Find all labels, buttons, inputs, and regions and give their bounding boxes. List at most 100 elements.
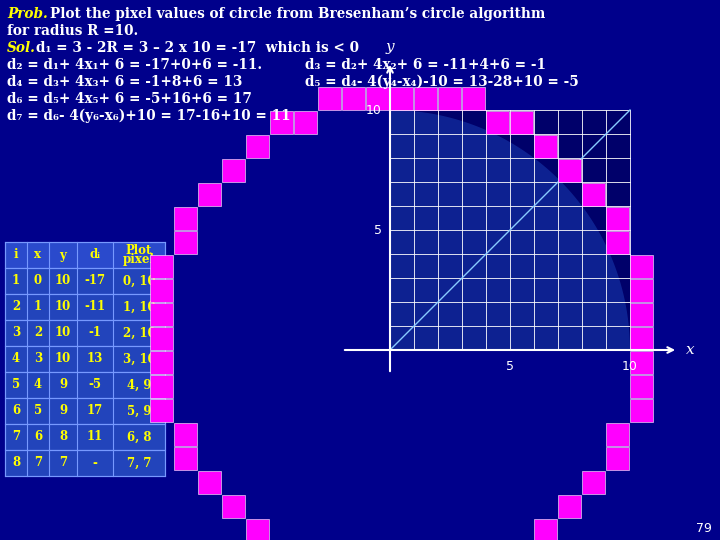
Text: d₅ = d₄- 4(y₄-x₄)-10 = 13-28+10 = -5: d₅ = d₄- 4(y₄-x₄)-10 = 13-28+10 = -5 (305, 75, 579, 90)
Text: 2: 2 (34, 327, 42, 340)
Text: y: y (60, 248, 66, 261)
Text: pixel: pixel (123, 253, 155, 267)
Bar (558, 159, 580, 182)
Bar (174, 232, 197, 254)
Bar (630, 303, 652, 326)
Bar (5, 450, 165, 476)
Bar (5, 320, 165, 346)
Text: 79: 79 (696, 522, 712, 535)
Text: 1, 10: 1, 10 (122, 300, 156, 314)
Text: 3: 3 (34, 353, 42, 366)
Bar (5, 398, 165, 424)
Text: -17: -17 (84, 274, 106, 287)
Bar (342, 87, 364, 110)
Text: 10: 10 (366, 104, 382, 117)
Bar (5, 424, 165, 450)
Text: 9: 9 (59, 404, 67, 417)
Bar (630, 375, 652, 398)
Text: -1: -1 (89, 327, 102, 340)
Bar (582, 184, 605, 206)
Bar (198, 184, 220, 206)
Bar (630, 279, 652, 302)
Bar (5, 346, 165, 372)
Bar (174, 423, 197, 446)
Text: 4, 9: 4, 9 (127, 379, 151, 392)
Text: 10: 10 (55, 327, 71, 340)
Text: 5, 9: 5, 9 (127, 404, 151, 417)
Bar (222, 495, 245, 518)
Text: 0: 0 (34, 274, 42, 287)
Text: 13: 13 (87, 353, 103, 366)
Bar (150, 303, 173, 326)
Bar (318, 87, 341, 110)
Bar (486, 111, 508, 134)
Text: 10: 10 (55, 353, 71, 366)
Bar (150, 279, 173, 302)
Bar (174, 207, 197, 230)
Text: 2, 10: 2, 10 (122, 327, 156, 340)
Text: 8: 8 (59, 430, 67, 443)
Text: d₁ = 3 - 2R = 3 – 2 x 10 = -17  which is < 0: d₁ = 3 - 2R = 3 – 2 x 10 = -17 which is … (36, 41, 359, 55)
Text: -5: -5 (89, 379, 102, 392)
Bar (630, 327, 652, 350)
Bar (606, 232, 629, 254)
Text: 4: 4 (12, 353, 20, 366)
Text: 1: 1 (34, 300, 42, 314)
Bar (390, 87, 413, 110)
Text: 10: 10 (622, 360, 638, 373)
Text: 5: 5 (12, 379, 20, 392)
Bar (5, 372, 165, 398)
Text: 10: 10 (55, 274, 71, 287)
Text: Plot: Plot (126, 245, 152, 258)
Text: 3, 10: 3, 10 (122, 353, 156, 366)
Bar (246, 519, 269, 540)
Bar (5, 294, 165, 320)
Bar (630, 352, 652, 374)
Text: -: - (93, 456, 97, 469)
Text: y: y (386, 40, 395, 54)
Text: 0, 10: 0, 10 (122, 274, 156, 287)
Bar (390, 110, 630, 350)
Bar (606, 423, 629, 446)
Text: 7: 7 (12, 430, 20, 443)
Text: d₂ = d₁+ 4x₁+ 6 = -17+0+6 = -11.: d₂ = d₁+ 4x₁+ 6 = -17+0+6 = -11. (7, 58, 262, 72)
Bar (582, 471, 605, 494)
Text: 10: 10 (55, 300, 71, 314)
Bar (174, 448, 197, 470)
Text: 6, 8: 6, 8 (127, 430, 151, 443)
Text: dᵢ: dᵢ (89, 248, 101, 261)
Text: x: x (35, 248, 42, 261)
Bar (150, 375, 173, 398)
Text: 9: 9 (59, 379, 67, 392)
Text: d₆ = d₅+ 4x₅+ 6 = -5+16+6 = 17: d₆ = d₅+ 4x₅+ 6 = -5+16+6 = 17 (7, 92, 252, 106)
Bar (366, 87, 389, 110)
Bar (414, 87, 436, 110)
Bar (5, 268, 165, 294)
Text: 7, 7: 7, 7 (127, 456, 151, 469)
Text: 5: 5 (374, 224, 382, 237)
Text: 7: 7 (59, 456, 67, 469)
Bar (150, 255, 173, 278)
Text: Prob.: Prob. (7, 7, 48, 21)
Text: 5: 5 (34, 404, 42, 417)
Bar (534, 136, 557, 158)
Bar (222, 159, 245, 182)
PathPatch shape (390, 110, 630, 350)
Text: Plot the pixel values of circle from Bresenham’s circle algorithm: Plot the pixel values of circle from Bre… (50, 7, 545, 21)
Bar (630, 255, 652, 278)
Bar (150, 352, 173, 374)
Text: 7: 7 (34, 456, 42, 469)
Text: i: i (14, 248, 18, 261)
Text: for radius R =10.: for radius R =10. (7, 24, 138, 38)
Bar (510, 111, 533, 134)
Text: 6: 6 (34, 430, 42, 443)
Text: x: x (686, 343, 695, 357)
Text: 1: 1 (12, 274, 20, 287)
Bar (438, 87, 461, 110)
Text: 6: 6 (12, 404, 20, 417)
Bar (606, 207, 629, 230)
Bar (462, 87, 485, 110)
Text: 2: 2 (12, 300, 20, 314)
Text: 5: 5 (506, 360, 514, 373)
Bar (534, 519, 557, 540)
